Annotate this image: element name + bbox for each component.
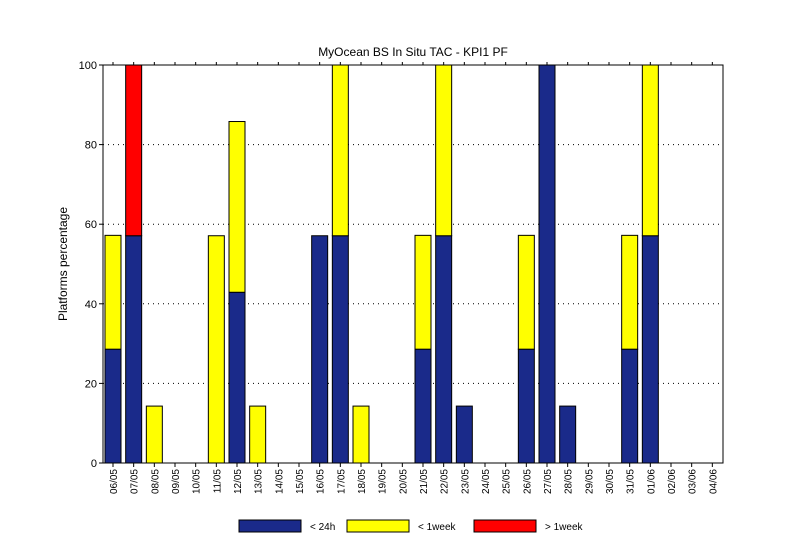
bar-lt1week	[249, 405, 267, 464]
y-tick-label: 20	[85, 378, 97, 390]
y-tick-label: 60	[85, 219, 97, 231]
x-tick-label: 01/06	[646, 469, 657, 494]
bar-lt24h	[125, 235, 143, 464]
bar-lt1week	[228, 121, 246, 293]
gridlines	[103, 144, 723, 384]
x-tick-label: 13/05	[254, 469, 265, 494]
x-tick-label: 03/06	[688, 469, 699, 494]
bar-lt1week	[352, 405, 370, 464]
bar-lt24h	[641, 235, 659, 464]
x-tick-label: 18/05	[357, 469, 368, 494]
bar-lt24h	[621, 348, 639, 464]
legend-swatch	[238, 519, 302, 533]
x-tick-label: 08/05	[150, 469, 161, 494]
bar-lt24h	[435, 235, 453, 464]
legend-label: < 24h	[310, 522, 335, 533]
x-tick-label: 25/05	[502, 469, 513, 494]
bars	[104, 64, 659, 464]
legend: < 24h < 1week > 1week	[238, 519, 584, 533]
bar-lt1week	[435, 64, 453, 237]
x-tick-label: 26/05	[522, 469, 533, 494]
x-tick-label: 23/05	[460, 469, 471, 494]
x-tick-label: 24/05	[481, 469, 492, 494]
x-tick-label: 16/05	[316, 469, 327, 494]
legend-label: > 1week	[545, 522, 584, 533]
y-tick-label: 0	[91, 458, 97, 470]
bar-lt24h	[517, 348, 535, 464]
x-tick-label: 30/05	[605, 469, 616, 494]
x-tick-label: 21/05	[419, 469, 430, 494]
x-tick-label: 27/05	[543, 469, 554, 494]
bar-lt1week	[414, 234, 432, 350]
x-tick-label: 29/05	[584, 469, 595, 494]
bar-gt1week	[125, 64, 143, 237]
bar-lt1week	[104, 234, 122, 350]
y-axis-label: Platforms percentage	[56, 207, 70, 321]
x-tick-label: 02/06	[667, 469, 678, 494]
bar-lt1week	[517, 234, 535, 350]
bar-lt1week	[145, 405, 163, 464]
y-tick-label: 40	[85, 299, 97, 311]
x-tick-label: 06/05	[109, 469, 120, 494]
x-tick-label: 22/05	[440, 469, 451, 494]
y-axis: 0 20 40 60 80 100	[79, 60, 103, 470]
x-axis: 06/05 07/05 08/05 09/05 10/05 11/05 12/05 13/05…	[109, 62, 719, 494]
y-tick-label: 80	[85, 140, 97, 152]
bar-lt24h	[311, 235, 329, 464]
bar-lt24h	[559, 405, 577, 464]
bar-lt24h	[538, 64, 556, 464]
bar-lt1week	[621, 234, 639, 350]
plot-frame	[102, 64, 724, 464]
x-tick-label: 14/05	[274, 469, 285, 494]
bar-lt24h	[104, 348, 122, 464]
bar-lt1week	[641, 64, 659, 237]
x-tick-label: 07/05	[130, 469, 141, 494]
x-tick-label: 17/05	[336, 469, 347, 494]
x-tick-label: 11/05	[212, 469, 223, 494]
x-tick-label: 19/05	[378, 469, 389, 494]
bar-lt24h	[414, 348, 432, 464]
bar-lt24h	[455, 405, 473, 464]
x-tick-label: 04/06	[708, 469, 719, 494]
bar-lt24h	[228, 291, 246, 464]
legend-swatch	[473, 519, 537, 533]
chart-title: MyOcean BS In Situ TAC - KPI1 PF	[318, 45, 508, 59]
y-tick-label: 100	[79, 60, 97, 72]
legend-swatch	[346, 519, 410, 533]
x-tick-label: 31/05	[626, 469, 637, 494]
bar-lt1week	[207, 235, 225, 464]
legend-label: < 1week	[418, 522, 457, 533]
bar-lt24h	[331, 235, 349, 464]
x-tick-label: 09/05	[171, 469, 182, 494]
x-tick-label: 20/05	[398, 469, 409, 494]
x-tick-label: 10/05	[192, 469, 203, 494]
x-tick-label: 15/05	[295, 469, 306, 494]
x-tick-label: 28/05	[564, 469, 575, 494]
x-tick-label: 12/05	[233, 469, 244, 494]
bar-lt1week	[331, 64, 349, 237]
